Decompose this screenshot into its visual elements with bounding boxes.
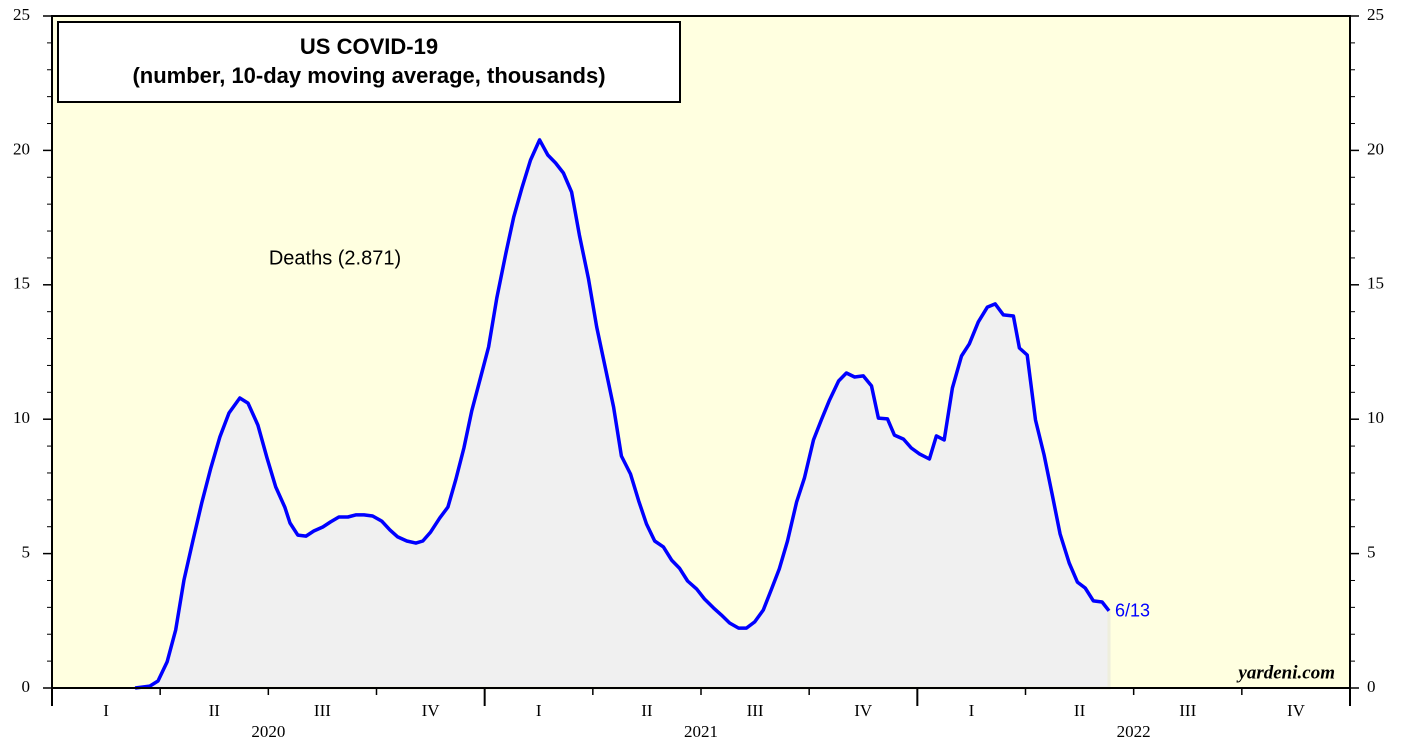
x-quarter-label: IV	[1287, 701, 1306, 720]
y-tick-label: 0	[22, 677, 31, 696]
x-quarter-label: II	[1074, 701, 1086, 720]
x-quarter-label: IV	[422, 701, 441, 720]
line	[134, 138, 1111, 690]
series-label: Deaths (2.871)	[269, 247, 401, 269]
x-quarter-label: III	[314, 701, 331, 720]
chart-subtitle: (number, 10-day moving average, thousand…	[132, 63, 605, 88]
y-tick-label: 25	[13, 5, 30, 24]
y2-tick-label: 5	[1367, 543, 1376, 562]
x-year-label: 2022	[1117, 722, 1151, 741]
plot-frame	[51, 15, 1351, 689]
x-quarter-label: II	[209, 701, 221, 720]
source: yardeni.com	[1236, 662, 1335, 683]
title-box	[57, 21, 681, 103]
x-quarter-label: I	[103, 701, 109, 720]
y-tick-label: 10	[13, 408, 30, 427]
y-tick-label: 5	[22, 543, 31, 562]
y2-tick-label: 0	[1367, 677, 1376, 696]
x-year-label: 2020	[251, 722, 285, 741]
x-year-label: 2021	[684, 722, 718, 741]
x-quarter-label: IV	[854, 701, 873, 720]
x-quarter-label: III	[747, 701, 764, 720]
y2-tick-label: 10	[1367, 408, 1384, 427]
x-quarter-label: II	[641, 701, 653, 720]
y-tick-label: 15	[13, 274, 30, 293]
x-quarter-label: I	[969, 701, 975, 720]
end-label: 6/13	[1115, 601, 1150, 621]
x-quarter-label: I	[536, 701, 542, 720]
y2-tick-label: 15	[1367, 274, 1384, 293]
chart-title: US COVID-19	[300, 34, 438, 59]
y2-tick-label: 20	[1367, 139, 1384, 158]
x-quarter-label: III	[1179, 701, 1196, 720]
y2-tick-label: 25	[1367, 5, 1384, 24]
y-tick-label: 20	[13, 139, 30, 158]
marks	[134, 136, 1111, 690]
